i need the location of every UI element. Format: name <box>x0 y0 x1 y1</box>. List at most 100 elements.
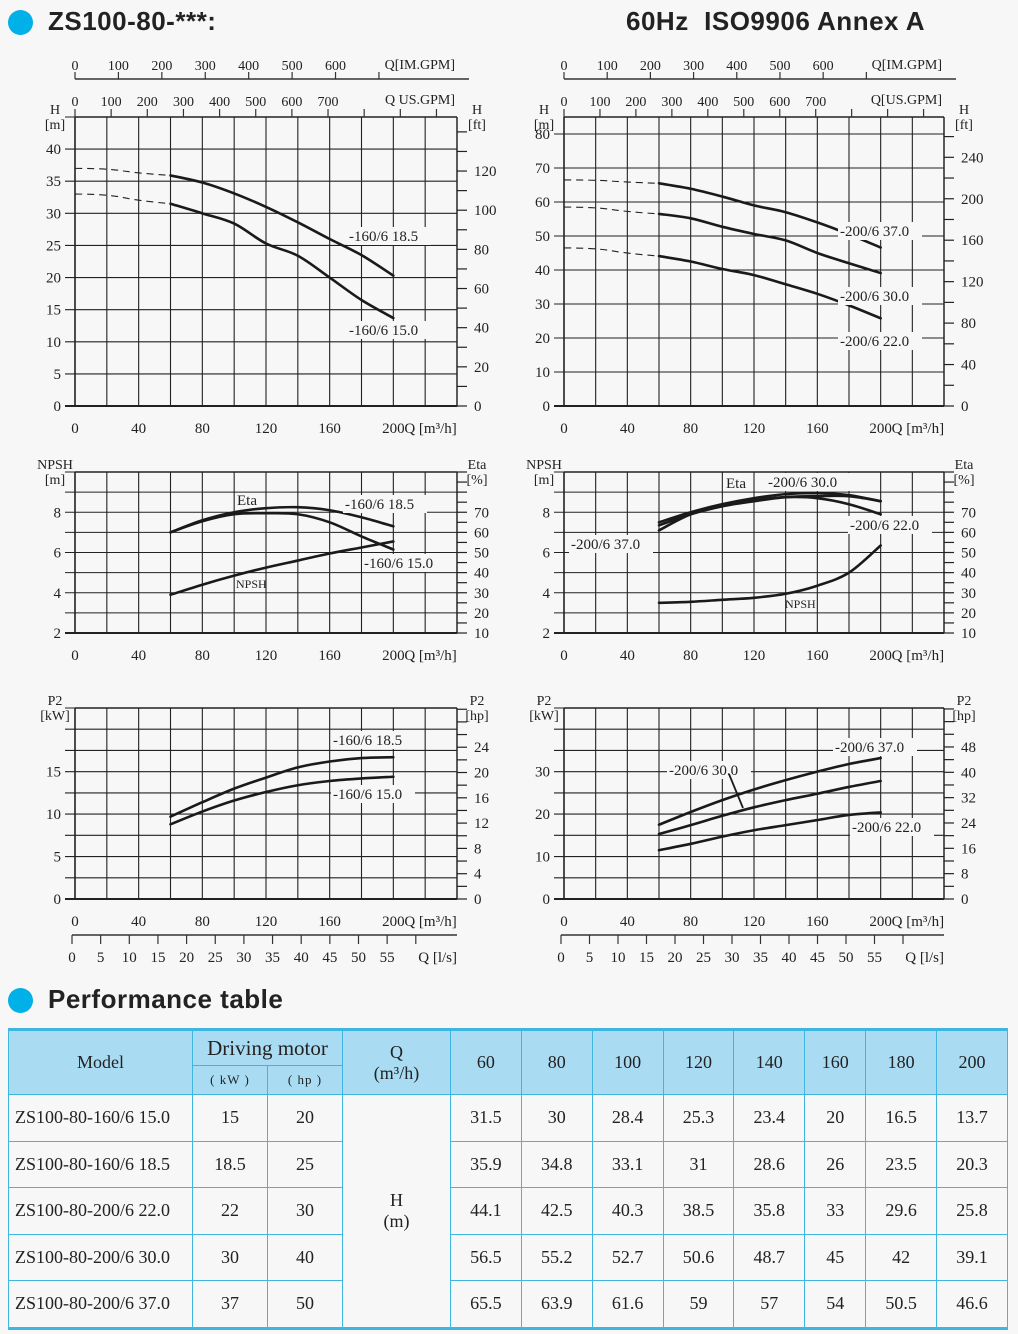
series-label: -200/6 37.0 <box>840 224 909 240</box>
section-title: Performance table <box>48 984 284 1014</box>
y2-tick-label: 16 <box>961 841 977 857</box>
im-gpm-tick-label: 400 <box>238 59 259 74</box>
x-tick-label: 120 <box>255 914 278 930</box>
series-label: -160/6 18.5 <box>333 733 402 749</box>
y-tick-label: 25 <box>46 238 61 254</box>
series-line <box>657 779 882 836</box>
y2-tick-label: 20 <box>474 766 489 782</box>
y2-tick-label: 20 <box>474 606 489 622</box>
us-gpm-tick-label: 0 <box>561 95 568 110</box>
im-gpm-tick-label: 200 <box>151 59 172 74</box>
series-extrapolation <box>563 206 660 215</box>
curve-label-eta: Eta <box>237 493 257 509</box>
ls-tick-label: 35 <box>265 950 280 966</box>
x-tick-label: 40 <box>131 648 146 664</box>
header-driving-motor: Driving motor <box>192 1029 343 1066</box>
ls-tick-label: 20 <box>179 950 194 966</box>
y2-tick-label: 100 <box>474 203 497 219</box>
series-label: -160/6 15.0 <box>349 323 418 339</box>
x-tick-label: 0 <box>560 421 568 437</box>
section-bullet-icon <box>8 988 33 1013</box>
us-gpm-tick-label: 700 <box>318 95 339 110</box>
series-label-bg <box>362 554 446 572</box>
series-label-bg <box>838 287 922 305</box>
y-axis-label: P2 <box>537 694 552 709</box>
cell-kw: 15 <box>192 1094 268 1142</box>
series-label-bg <box>766 473 850 491</box>
series-line <box>657 811 882 852</box>
curve-label-npsh: NPSH <box>785 597 816 611</box>
table-row: ZS100-80-200/6 37.0 37 50 65.5 63.9 61.6 59 57 5… <box>8 1280 1008 1329</box>
chart-npsh-eta-160: NPSH[m]Eta[%] <box>37 458 488 634</box>
us-gpm-tick-label: 300 <box>661 95 682 110</box>
y-axis-unit: [m] <box>534 118 554 133</box>
x-tick-label: 200 <box>869 421 892 437</box>
series-label-bg <box>838 222 922 240</box>
header-flow: 140 <box>733 1029 806 1095</box>
cell-head: 25.8 <box>936 1187 1008 1235</box>
chart-power-200: P2[kW]P2[hp] <box>529 694 976 944</box>
series-label-bg <box>848 516 932 534</box>
cell-head: 35.8 <box>733 1187 806 1235</box>
ls-tick-label: 45 <box>322 950 337 966</box>
x-axis-label: Q [m³/h] <box>404 914 456 930</box>
series-line <box>657 544 882 605</box>
y2-tick-label: 10 <box>474 626 489 642</box>
x-tick-label: 80 <box>195 648 210 664</box>
cell-head: 59 <box>662 1280 735 1329</box>
y2-tick-label: 24 <box>961 816 977 832</box>
y2-tick-label: 200 <box>961 192 984 208</box>
y2-tick-label: 120 <box>474 164 497 180</box>
x-tick-label: 0 <box>71 421 79 437</box>
im-gpm-label: Q[IM.GPM] <box>385 58 455 73</box>
x-tick-label: 120 <box>743 648 766 664</box>
series-label: -200/6 37.0 <box>835 740 904 756</box>
y2-tick-label: 40 <box>961 566 976 582</box>
x-tick-label: 200 <box>382 648 405 664</box>
cell-head: 65.5 <box>450 1280 522 1329</box>
cell-head: 55.2 <box>520 1233 593 1281</box>
y-tick-label: 15 <box>46 765 61 781</box>
x-tick-label: 0 <box>560 914 568 930</box>
im-gpm-tick-label: 600 <box>813 59 834 74</box>
y-axis-unit: [m] <box>45 118 65 133</box>
cell-head: 48.7 <box>733 1233 806 1281</box>
series-label: -200/6 22.0 <box>840 334 909 350</box>
series-label-bg <box>838 332 922 350</box>
y-axis-unit: [m] <box>45 473 65 488</box>
x-tick-label: 160 <box>806 421 829 437</box>
series-label-bg <box>343 495 427 513</box>
y-tick-label: 0 <box>543 399 551 415</box>
cell-head: 25.3 <box>662 1094 735 1142</box>
ls-tick-label: 15 <box>150 950 165 966</box>
y2-tick-label: 30 <box>961 586 976 602</box>
y2-tick-label: 32 <box>961 791 976 807</box>
y-tick-label: 70 <box>535 161 550 177</box>
header-q-unit: (m³/h) <box>373 1062 420 1083</box>
im-gpm-label: Q[IM.GPM] <box>872 58 942 73</box>
ls-tick-label: 25 <box>208 950 223 966</box>
y2-axis-label: Eta <box>955 458 974 473</box>
y2-tick-label: 60 <box>474 525 489 541</box>
cell-hp: 20 <box>267 1094 343 1142</box>
y2-tick-label: 0 <box>474 399 482 415</box>
y-axis-label: H <box>50 103 60 118</box>
x-tick-label: 40 <box>620 648 635 664</box>
im-gpm-tick-label: 200 <box>640 59 661 74</box>
cell-model: ZS100-80-160/6 15.0 <box>8 1094 193 1142</box>
x-tick-label: 200 <box>869 648 892 664</box>
y-tick-label: 80 <box>535 127 550 143</box>
cell-head: 28.4 <box>591 1094 664 1142</box>
y2-tick-label: 40 <box>474 566 489 582</box>
cell-head: 50.6 <box>662 1233 735 1281</box>
pointer-arrow <box>728 773 744 809</box>
im-gpm-tick-label: 0 <box>72 59 79 74</box>
cell-head: 26 <box>804 1140 867 1188</box>
ls-tick-label: 0 <box>68 950 76 966</box>
cell-head: 52.7 <box>591 1233 664 1281</box>
ls-tick-label: 15 <box>639 950 654 966</box>
series-extrapolation <box>563 179 660 184</box>
series-label-bg <box>347 227 431 245</box>
y2-tick-label: 0 <box>961 892 969 908</box>
y-tick-label: 15 <box>46 303 61 319</box>
